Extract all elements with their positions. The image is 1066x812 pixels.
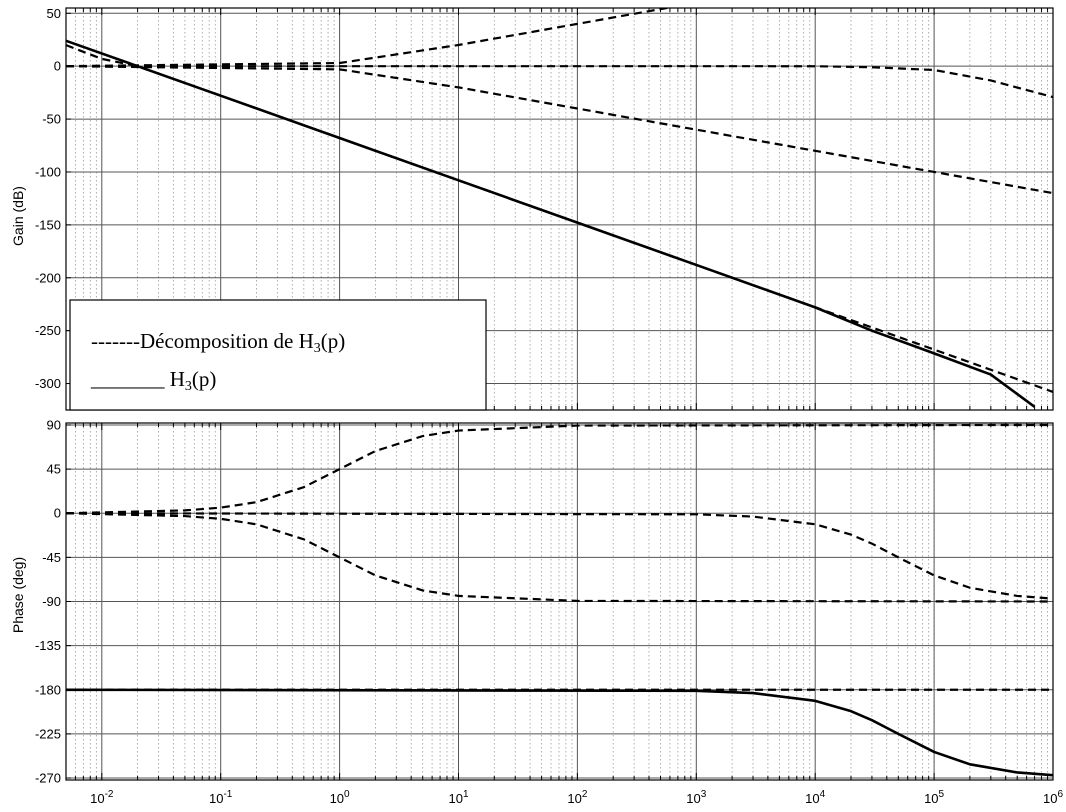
- gain-y-tick-label: -300: [35, 376, 61, 391]
- x-tick-label: 104: [805, 789, 825, 806]
- phase-y-tick-label: -270: [35, 771, 61, 786]
- phase-series-h3-solid: [66, 688, 1053, 777]
- phase-frame: [65, 422, 1054, 781]
- x-tick-label: 10-1: [209, 789, 233, 806]
- x-tick-label: 105: [924, 789, 944, 806]
- gain-y-tick-label: 50: [47, 6, 61, 21]
- gain-series-decomposition-dashed: [66, 44, 1053, 393]
- phase-y-tick-label: 0: [54, 506, 61, 521]
- gain-y-tick-label: -200: [35, 270, 61, 285]
- phase-y-tick-label: -90: [42, 594, 61, 609]
- gain-series-decomposition-dashed: [66, 65, 1053, 99]
- legend-entry-h3: _______ H3(p): [90, 367, 216, 394]
- gain-axis-label: Gain (dB): [10, 186, 26, 246]
- gain-y-tick-label: -250: [35, 323, 61, 338]
- phase-panel: 90 45 0 -45 -90 -135 -180 -225 -270 10-2 10-1 100 10…: [10, 417, 1063, 806]
- gain-series-h3-solid: [66, 39, 1036, 408]
- gain-frame: [65, 7, 1054, 411]
- x-tick-label: 100: [330, 789, 350, 806]
- phase-y-tick-label: -225: [35, 726, 61, 741]
- legend-entry-decomposition: -------Décomposition de H3(p): [91, 329, 345, 356]
- gain-series-group: [66, 8, 1053, 408]
- legend: -------Décomposition de H3(p) _______ H3(…: [69, 299, 487, 411]
- gain-y-tick-label: 0: [54, 59, 61, 74]
- phase-series-decomposition-dashed: [66, 512, 1053, 603]
- x-tick-label: 10-2: [90, 789, 114, 806]
- phase-y-tick-label: -135: [35, 638, 61, 653]
- gain-panel: 50 0 -50 -100 -150 -200 -250 -300 -------Décompo…: [10, 6, 1054, 411]
- phase-series-decomposition-dashed: [66, 423, 1053, 515]
- x-tick-label: 103: [686, 789, 706, 806]
- gain-series-decomposition-dashed: [66, 65, 1053, 195]
- gain-y-tick-label: -50: [42, 112, 61, 127]
- phase-y-tick-label: -180: [35, 682, 61, 697]
- gain-series-decomposition-dashed: [66, 8, 673, 68]
- x-tick-label: 101: [448, 789, 468, 806]
- phase-axis-label: Phase (deg): [10, 557, 26, 633]
- phase-minor-grid: [65, 423, 1048, 780]
- gain-y-tick-label: -100: [35, 164, 61, 179]
- phase-y-tick-label: 45: [47, 462, 61, 477]
- phase-y-tick-label: 90: [47, 417, 61, 432]
- phase-y-tick-label: -45: [42, 550, 61, 565]
- legend-box: [69, 299, 487, 411]
- phase-series-decomposition-dashed: [66, 512, 1053, 600]
- x-tick-label: 102: [567, 789, 587, 806]
- gain-y-tick-label: -150: [35, 217, 61, 232]
- phase-series-group: [66, 423, 1053, 777]
- x-tick-label: 106: [1043, 789, 1063, 806]
